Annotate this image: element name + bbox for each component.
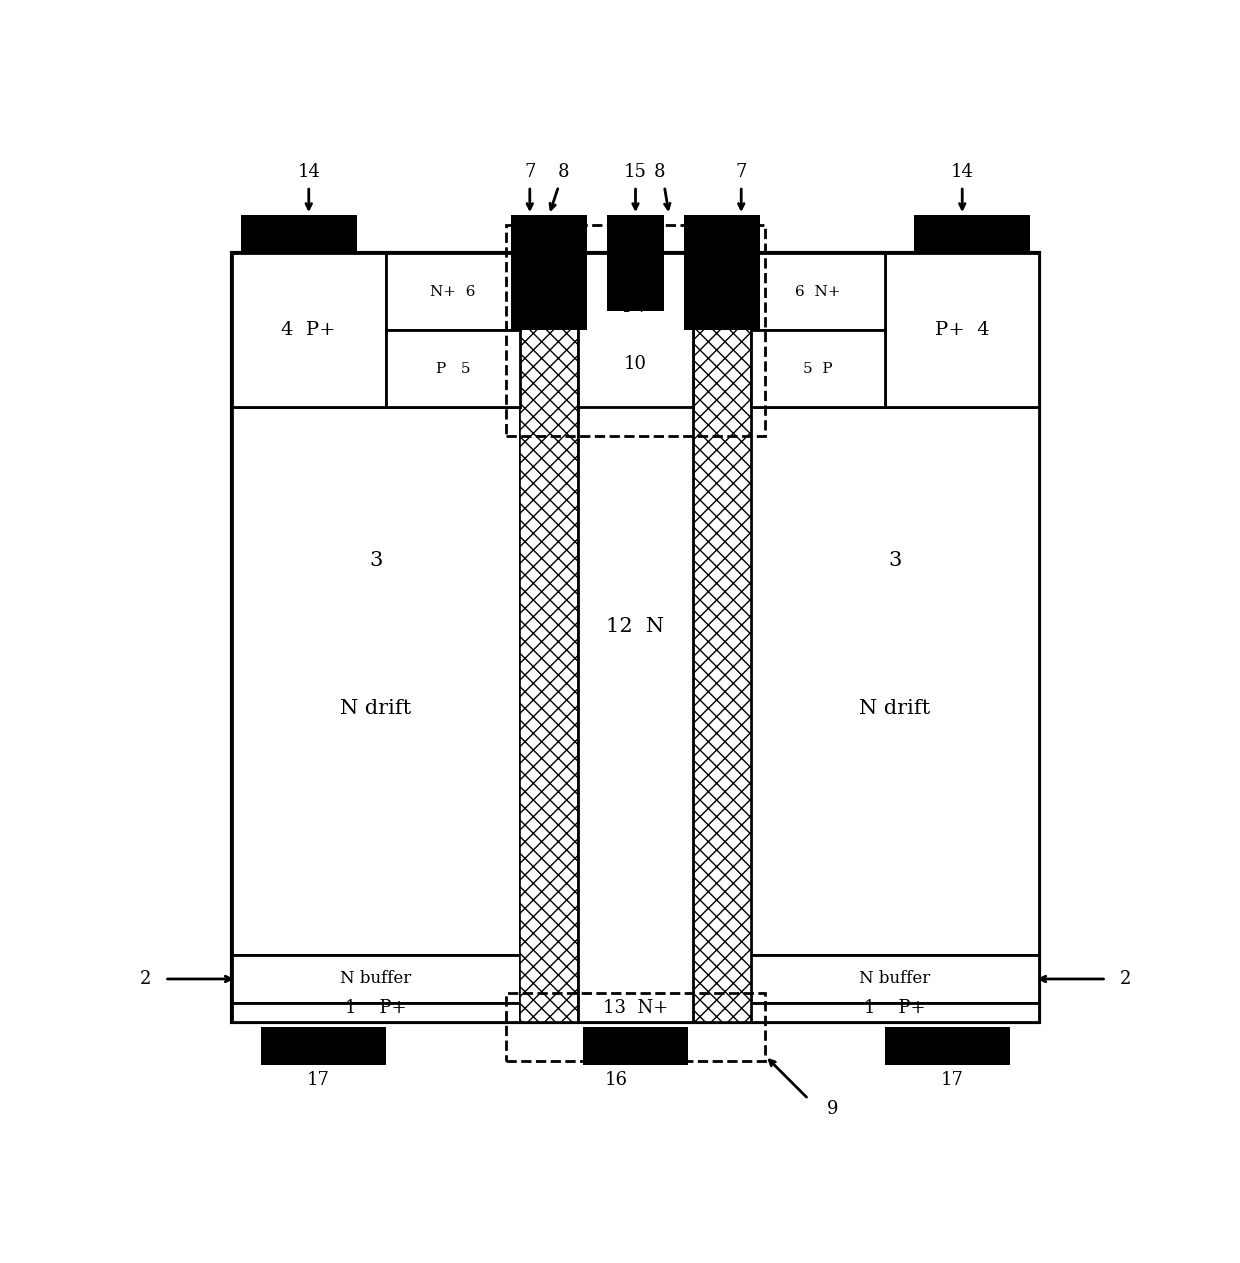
Text: 7: 7 [525, 163, 536, 181]
Text: 8: 8 [653, 163, 666, 181]
Bar [232, 1003, 521, 1022]
Text: 7: 7 [735, 163, 746, 181]
Bar [750, 331, 885, 407]
Text: 5  P: 5 P [804, 361, 833, 375]
Bar [578, 254, 693, 407]
Text: 16: 16 [605, 1071, 627, 1089]
Bar [232, 254, 1039, 1022]
Bar [232, 407, 521, 955]
Text: 4  P+: 4 P+ [281, 321, 336, 340]
Bar [386, 331, 521, 407]
Text: P   5: P 5 [435, 361, 470, 375]
Text: N buffer: N buffer [859, 970, 930, 988]
Text: 8: 8 [558, 163, 569, 181]
Text: 14: 14 [951, 163, 973, 181]
Text: N+  6: N+ 6 [430, 285, 476, 299]
Bar [606, 215, 665, 311]
Bar [521, 254, 578, 1022]
Text: P+  4: P+ 4 [935, 321, 990, 340]
Text: 17: 17 [941, 1071, 963, 1089]
Bar [506, 994, 765, 1061]
Text: 3: 3 [888, 551, 901, 570]
Text: 12  N: 12 N [606, 616, 665, 635]
Bar [750, 407, 1039, 955]
Bar [750, 254, 885, 331]
Text: 2: 2 [1120, 970, 1131, 988]
Bar [232, 955, 521, 1003]
Text: 15: 15 [624, 163, 647, 181]
Bar [885, 254, 1039, 407]
Bar [511, 215, 588, 331]
Text: N drift: N drift [859, 698, 930, 717]
Text: 10: 10 [624, 355, 647, 373]
Text: 14: 14 [298, 163, 320, 181]
Text: 1    P+: 1 P+ [345, 999, 407, 1017]
Bar [583, 1027, 688, 1066]
Bar [885, 1027, 1011, 1066]
Bar [750, 1003, 1039, 1022]
Text: 3: 3 [370, 551, 383, 570]
Bar [242, 215, 357, 254]
Bar [750, 955, 1039, 1003]
Bar [693, 254, 750, 1022]
Text: 9: 9 [827, 1100, 838, 1118]
Bar [232, 254, 386, 407]
Text: N drift: N drift [341, 698, 412, 717]
Bar [914, 215, 1029, 254]
Bar [683, 215, 760, 331]
Bar [506, 225, 765, 436]
Text: 2: 2 [140, 970, 151, 988]
Text: N buffer: N buffer [341, 970, 412, 988]
Text: 13  N+: 13 N+ [603, 999, 668, 1017]
Text: 1    P+: 1 P+ [864, 999, 926, 1017]
Text: 6  N+: 6 N+ [795, 285, 841, 299]
Bar [386, 254, 521, 331]
Bar [260, 1027, 386, 1066]
Text: P+: P+ [622, 298, 649, 316]
Text: 17: 17 [308, 1071, 330, 1089]
Bar [578, 254, 693, 1022]
